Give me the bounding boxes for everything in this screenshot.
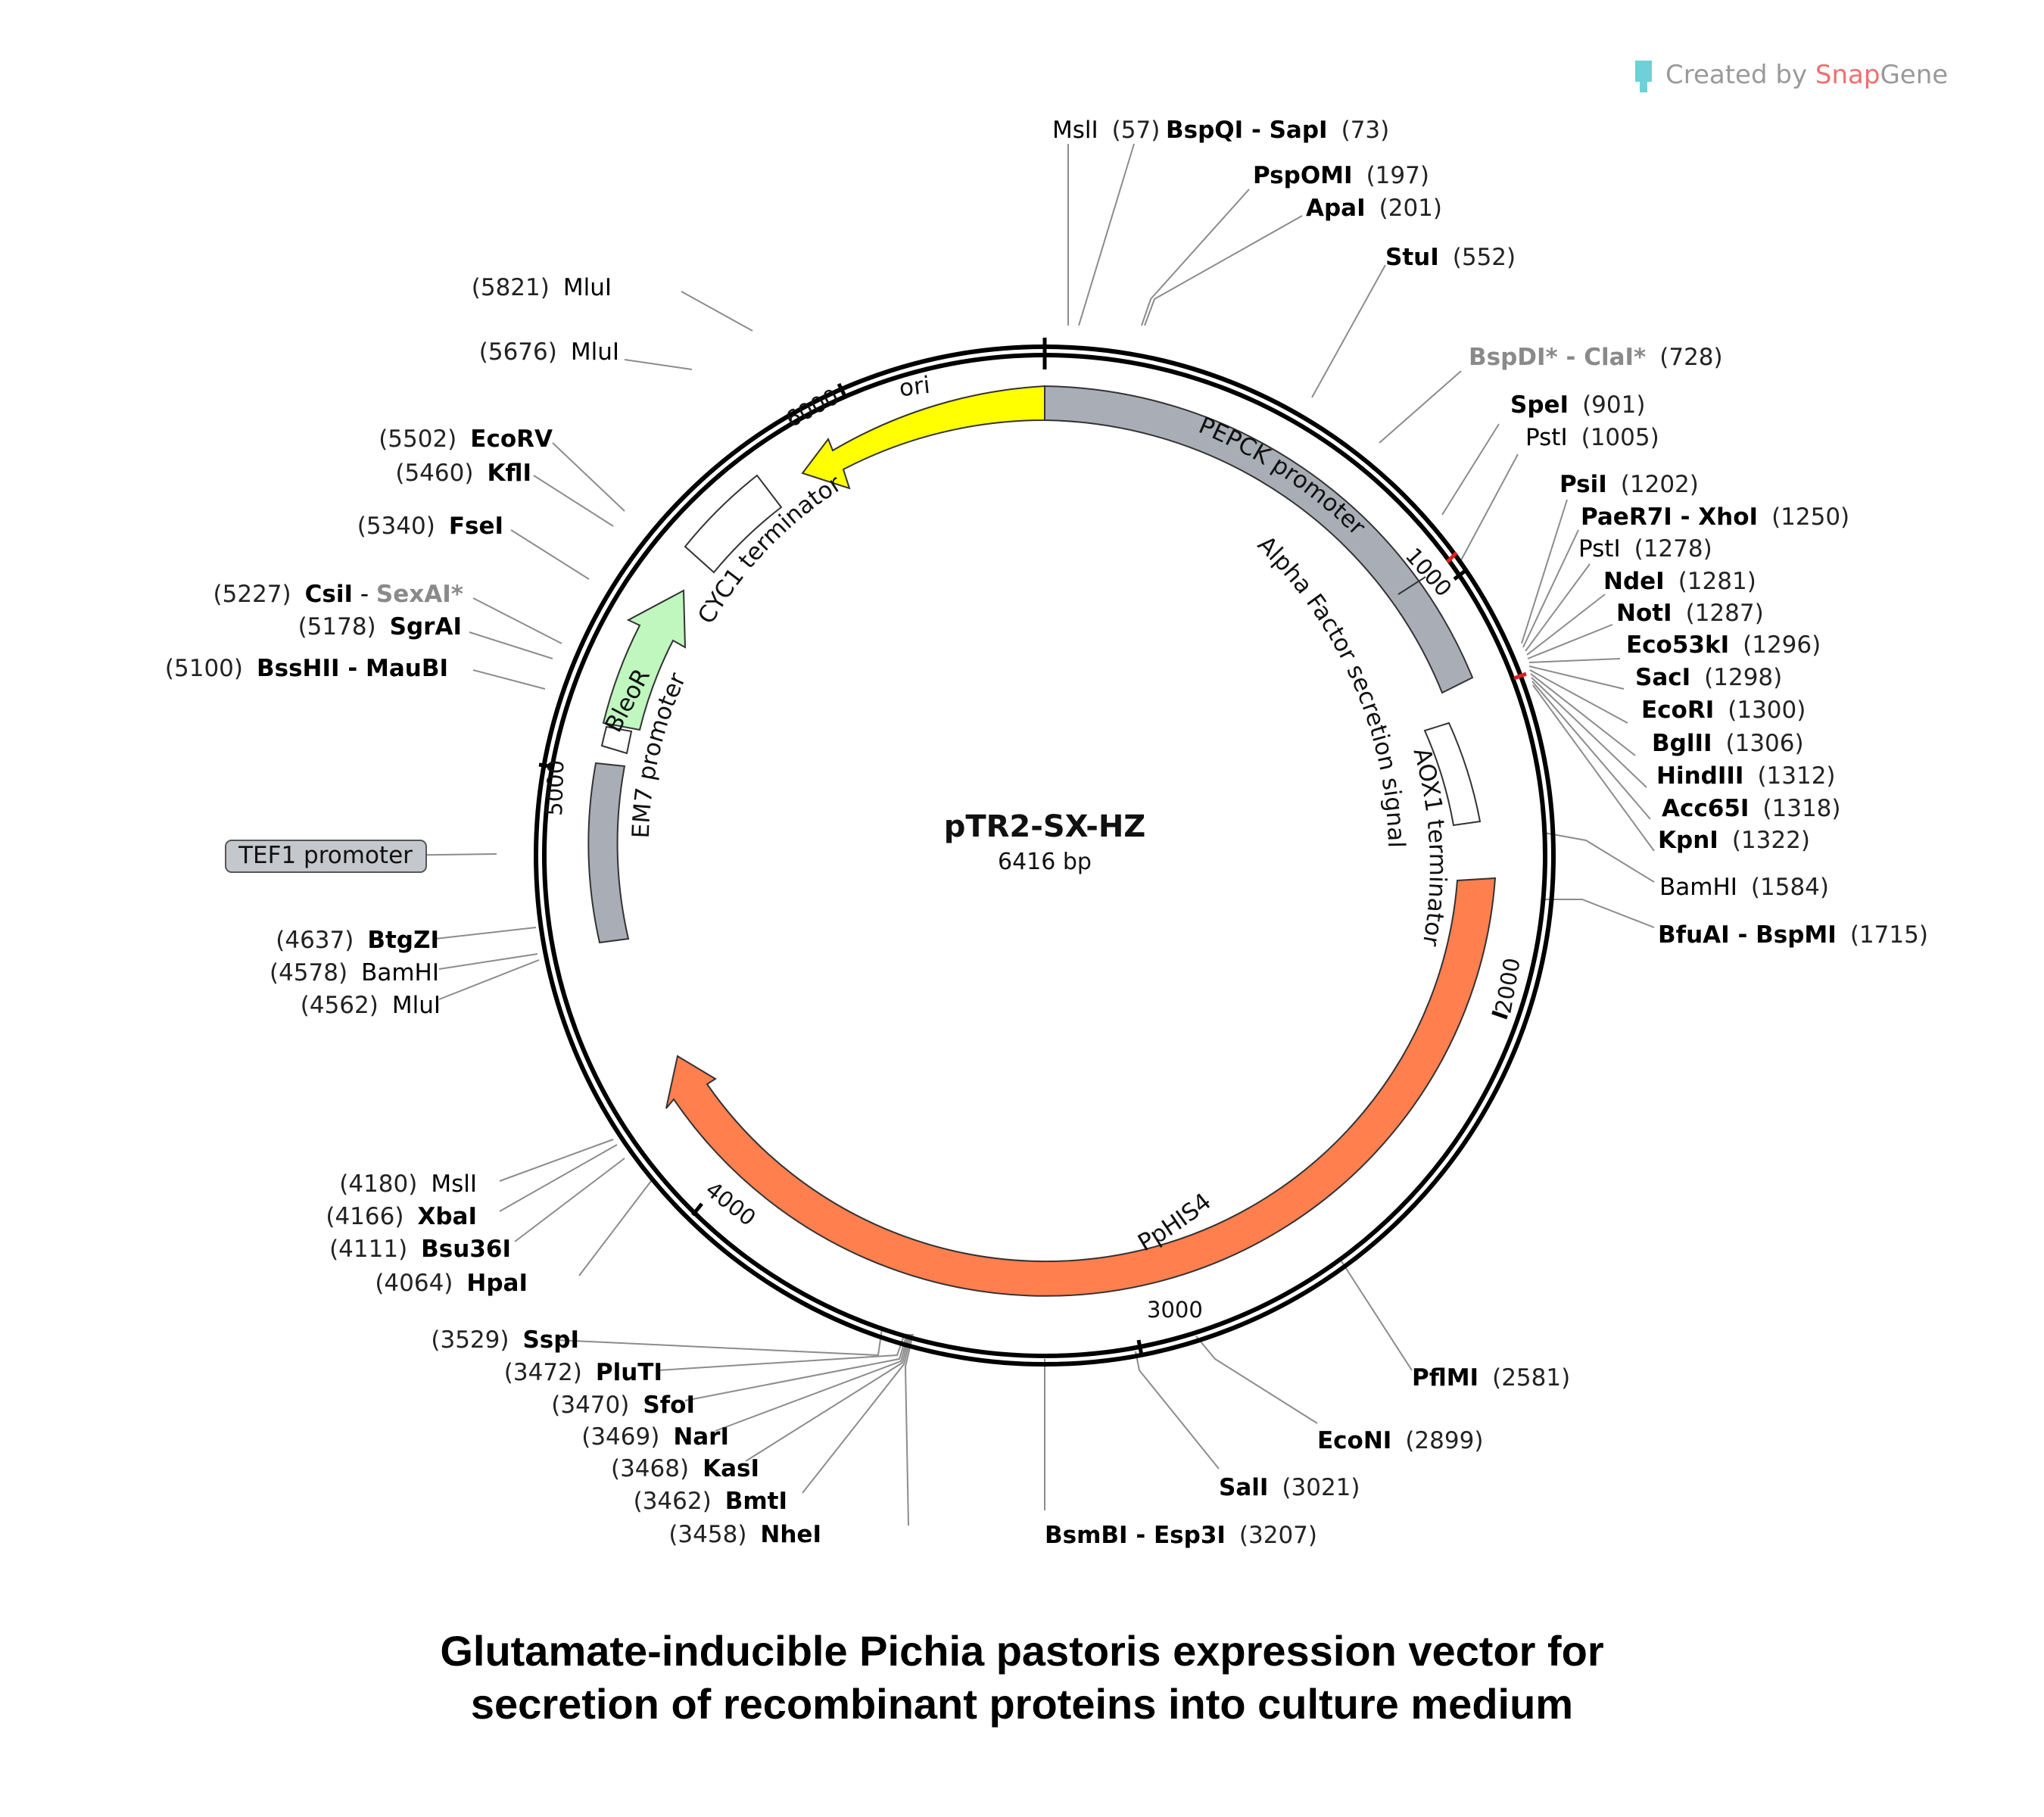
site-label-pluti-16: (3472) PluTI (504, 1359, 662, 1386)
feature-pepck-promoter (1044, 385, 1474, 694)
site-label-msli-0: MslI (57) (1052, 117, 1160, 144)
site-label-nhei-21: (3458) NheI (668, 1521, 821, 1548)
site-label-sgrai-6: (5178) SgrAI (298, 613, 462, 640)
site-label-ecori-15: EcoRI (1300) (1641, 697, 1806, 724)
site-label-bsshii-maubi-7: (5100) BssHII - MauBI (165, 655, 448, 682)
tick-label-3000: 3000 (1147, 1297, 1203, 1323)
leader-lines (325, 143, 1655, 1526)
brand-gene: Gene (1880, 60, 1948, 90)
site-label-psti-10: PstI (1278) (1578, 535, 1712, 563)
site-label-hindiii-17: HindIII (1312) (1656, 762, 1836, 790)
site-label-eco53ki-13: Eco53kI (1296) (1626, 631, 1821, 659)
tick-1000 (1453, 568, 1469, 581)
site-label-bspqi-sapi-1: BspQI - SapI (73) (1166, 117, 1389, 144)
site-label-sspi-15: (3529) SspI (431, 1326, 579, 1354)
feature-aox1-terminator (1423, 722, 1482, 827)
site-label-bspdi-clai-5: BspDI* - ClaI* (728) (1469, 344, 1723, 371)
site-label-mlui-10: (4562) MluI (301, 992, 441, 1019)
site-label-paer7i-xhoi-9: PaeR7I - XhoI (1250) (1581, 503, 1849, 531)
highlight-ticks (1446, 551, 1527, 681)
left-site-labels: (5821) MluI (5676) MluI (5502) EcoRV (5460) Kfl… (165, 274, 821, 1548)
plasmid-size: 6416 bp (998, 849, 1092, 875)
site-label-xbai-12: (4166) XbaI (326, 1203, 477, 1230)
site-label-kfli-3: (5460) KflI (395, 460, 531, 487)
tick-6000 (837, 382, 848, 399)
tick-2000 (1491, 1010, 1508, 1020)
site-label-noti-12: NotI (1287) (1616, 600, 1764, 627)
svg-text:Created by SnapGene: Created by SnapGene (1665, 60, 1948, 90)
tick-marks (538, 338, 1508, 1356)
site-label-csii-5: (5227) CsiI - SexAI* (213, 581, 463, 608)
site-label-psii-8: PsiI (1202) (1559, 471, 1699, 498)
site-label-acc65i-18: Acc65I (1318) (1662, 795, 1841, 822)
feature-cyc1-terminator (684, 474, 783, 574)
site-label-kpni-19: KpnI (1322) (1658, 827, 1810, 854)
site-label-bglii-16: BglII (1306) (1652, 730, 1804, 757)
site-label-bsmbi-esp3i-25: BsmBI - Esp3I (3207) (1045, 1522, 1317, 1549)
site-label-saci-14: SacI (1298) (1635, 664, 1782, 691)
tick-label-5000: 5000 (541, 759, 569, 816)
site-label-sfoi-17: (3470) SfoI (551, 1392, 695, 1419)
caption-line-1: Glutamate-inducible Pichia pastoris expr… (440, 1627, 1603, 1675)
tick-4000 (691, 1202, 703, 1217)
site-label-psti-7: PstI (1005) (1525, 424, 1659, 451)
site-label-btgzi-8: (4637) BtgZI (276, 927, 439, 954)
tef1-label: TEF1 promoter (238, 842, 413, 869)
site-label-ecorv-2: (5502) EcoRV (379, 425, 553, 453)
tef1-callout: TEF1 promoter (225, 840, 427, 873)
site-label-mlui-0: (5821) MluI (472, 274, 612, 301)
site-label-apai-3: ApaI (201) (1306, 195, 1442, 222)
site-label-ndei-11: NdeI (1281) (1603, 568, 1756, 595)
site-label-kasi-19: (3468) KasI (611, 1455, 759, 1482)
feature-label-pepck: PEPCK promoter (1195, 412, 1370, 541)
feature-em7-promoter (600, 725, 633, 755)
snapgene-logo: Created by SnapGene (1635, 60, 1948, 92)
brand-snap: Snap (1815, 60, 1880, 90)
site-label-mlui-1: (5676) MluI (479, 338, 619, 366)
tick-5000 (538, 762, 555, 769)
site-label-bmti-20: (3462) BmtI (634, 1488, 787, 1515)
right-site-labels: MslI (57) BspQI - SapI (73) PspOMI (197) ApaI(… (1045, 117, 1928, 1549)
site-label-econi-23: EcoNI (2899) (1317, 1427, 1483, 1454)
site-label-pflmi-22: PflMI (2581) (1412, 1364, 1570, 1392)
feature-ori (801, 385, 1045, 490)
site-label-fsei-4: (5340) FseI (357, 513, 503, 540)
site-label-pspomi-2: PspOMI (197) (1253, 162, 1429, 189)
tick-3000 (1136, 1339, 1144, 1356)
site-label-spei-6: SpeI (901) (1510, 391, 1645, 419)
snapgene-icon (1635, 61, 1652, 92)
tick-label-6000: 6000 (781, 384, 843, 433)
feature-bleor (602, 589, 687, 731)
site-label-stui-4: StuI (552) (1385, 244, 1516, 271)
feature-pphis4 (665, 877, 1497, 1297)
plasmid-name: pTR2-SX-HZ (944, 809, 1146, 844)
site-label-bamhi-20: BamHI (1584) (1659, 874, 1829, 901)
site-label-msli-11: (4180) MslI (339, 1170, 477, 1198)
site-label-hpai-14: (4064) HpaI (375, 1270, 528, 1297)
site-label-bfuai-bspmi-21: BfuAI - BspMI (1715) (1658, 921, 1928, 949)
feature-label-ori: ori (897, 372, 931, 403)
site-label-bamhi-9: (4578) BamHI (270, 959, 439, 986)
brand-prefix: Created by (1665, 60, 1815, 90)
site-label-nari-18: (3469) NarI (581, 1423, 729, 1451)
feature-tef1-promoter (587, 762, 630, 944)
caption-line-2: secretion of recombinant proteins into c… (471, 1680, 1573, 1728)
site-label-bsu36i-13: (4111) Bsu36I (329, 1236, 511, 1263)
site-label-sali-24: SalI (3021) (1219, 1474, 1360, 1501)
